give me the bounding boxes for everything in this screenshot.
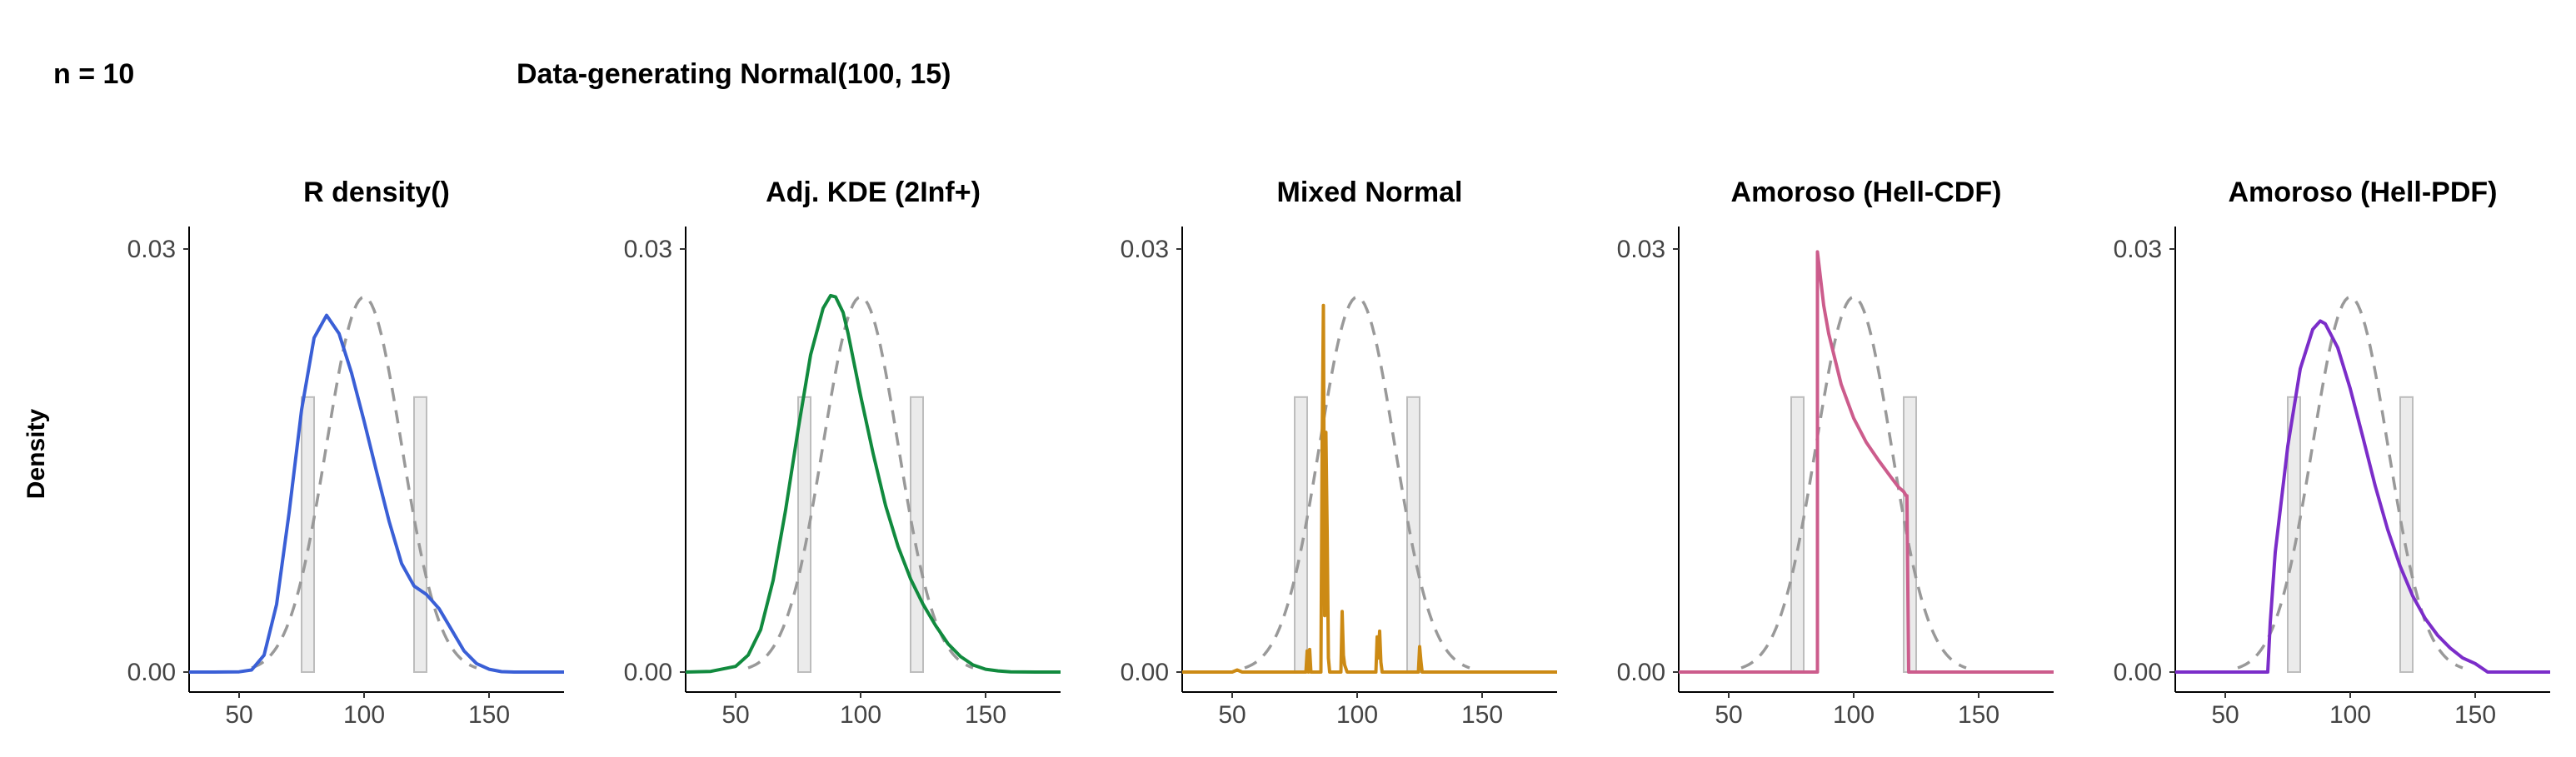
density-estimate-line	[685, 293, 1061, 674]
y-tick-label: 0.03	[1617, 236, 1665, 263]
y-tick-label: 0.03	[1121, 236, 1169, 263]
panel-title: Amoroso (Hell-PDF)	[2229, 177, 2498, 208]
reference-density-line	[1740, 295, 1967, 670]
density-estimate-line	[1679, 250, 2054, 674]
x-tick-label: 150	[1958, 701, 1999, 729]
histogram-bar	[797, 396, 811, 673]
panel-title: Amoroso (Hell-CDF)	[1731, 177, 2002, 208]
figure-title: Data-generating Normal(100, 15)	[517, 58, 951, 90]
y-tick-label: 0.03	[624, 236, 672, 263]
x-tick-label: 50	[1218, 701, 1246, 729]
panel-4: Amoroso (Hell-CDF) 0.03 0.00 50 100 150	[1617, 177, 2054, 729]
panel-1: R density() 0.03 0.00 50 100 150	[127, 177, 564, 729]
reference-density-line	[1244, 295, 1470, 670]
y-tick-label: 0.00	[2114, 659, 2162, 686]
x-tick-label: 50	[2211, 701, 2239, 729]
x-tick-label: 100	[343, 701, 385, 729]
panel-title: Adj. KDE (2Inf+)	[766, 177, 981, 208]
histogram-bar	[910, 396, 924, 673]
panel-title: Mixed Normal	[1277, 177, 1463, 208]
y-tick-label: 0.00	[1121, 659, 1169, 686]
histogram-bar	[301, 396, 315, 673]
sample-size-label: n = 10	[53, 58, 135, 90]
x-tick-label: 50	[225, 701, 252, 729]
density-estimate-line	[1182, 303, 1557, 674]
histogram-bar	[2287, 396, 2301, 673]
histogram-bar	[1790, 396, 1805, 673]
reference-density-line	[747, 295, 974, 670]
x-tick-label: 100	[1833, 701, 1875, 729]
density-estimate-line	[189, 313, 564, 674]
histogram-bar	[1406, 396, 1420, 673]
panel-2: Adj. KDE (2Inf+) 0.03 0.00 50 100 150	[624, 177, 1061, 729]
histogram-bar	[1294, 396, 1308, 673]
y-tick-label: 0.03	[2114, 236, 2162, 263]
panel-title: R density()	[303, 177, 450, 208]
x-tick-label: 100	[2329, 701, 2371, 729]
x-tick-label: 150	[1461, 701, 1503, 729]
x-tick-label: 150	[965, 701, 1006, 729]
y-tick-label: 0.00	[624, 659, 672, 686]
y-tick-label: 0.00	[1617, 659, 1665, 686]
histogram-bar	[2399, 396, 2414, 673]
density-estimate-line	[2175, 319, 2550, 674]
y-tick-label: 0.00	[127, 659, 176, 686]
x-tick-label: 100	[1336, 701, 1378, 729]
panel-3: Mixed Normal 0.03 0.00 50 100 150	[1121, 177, 1557, 729]
x-tick-label: 150	[468, 701, 510, 729]
histogram-bar	[413, 396, 427, 673]
x-tick-label: 150	[2454, 701, 2496, 729]
x-tick-label: 50	[1715, 701, 1742, 729]
x-tick-label: 50	[721, 701, 749, 729]
y-tick-label: 0.03	[127, 236, 176, 263]
x-tick-label: 100	[840, 701, 881, 729]
panel-5: Amoroso (Hell-PDF) 0.03 0.00 50 100 150	[2114, 177, 2550, 729]
